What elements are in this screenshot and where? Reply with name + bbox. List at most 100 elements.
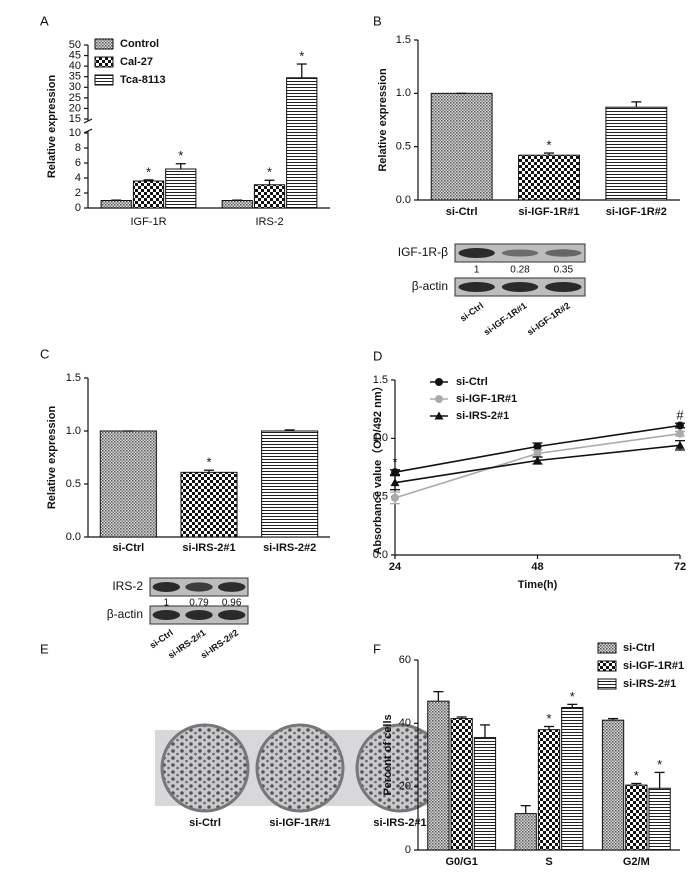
legend-label: si-IRS-2#1 <box>623 678 676 690</box>
y-tick-label: 0.0 <box>66 531 81 543</box>
y-tick-label: 40 <box>399 717 411 729</box>
y-tick-label: 0.0 <box>396 194 411 206</box>
panel-label: B <box>373 13 382 28</box>
legend-label: Control <box>120 38 159 50</box>
y-tick-label: 1.5 <box>396 34 411 46</box>
y-tick-label: 4 <box>75 172 81 184</box>
bar <box>605 106 668 201</box>
x-tick-label: G2/M <box>623 856 650 868</box>
y-tick-label: 1.0 <box>373 432 388 444</box>
significance-label: * <box>634 768 639 783</box>
bar <box>132 180 165 209</box>
y-tick-label: 60 <box>399 654 411 666</box>
significance-label: * <box>546 711 551 726</box>
significance-label: * <box>206 455 211 470</box>
bar <box>221 200 253 209</box>
blot-lane-label: si-IGF-1R#1 <box>482 300 529 337</box>
legend-swatch <box>597 642 617 654</box>
y-axis-label: Percent of cells <box>382 714 394 795</box>
y-tick-label: 20 <box>69 102 81 114</box>
x-tick-label: IRS-2 <box>255 216 283 228</box>
panel-label: D <box>373 348 382 363</box>
x-axis-label: Time(h) <box>518 579 558 591</box>
blot-lane-label: si-Ctrl <box>458 300 485 323</box>
legend-label: si-Ctrl <box>623 642 655 654</box>
legend-swatch <box>94 56 114 68</box>
blot-band <box>501 282 539 292</box>
blot-lane-label: si-Ctrl <box>148 627 175 650</box>
significance-label: * <box>657 757 662 772</box>
significance-label: * <box>267 165 272 180</box>
x-tick-label: si-IRS-2#2 <box>263 542 316 554</box>
y-tick-label: 10 <box>69 127 81 139</box>
panel-label: C <box>40 346 49 361</box>
bar <box>99 430 157 538</box>
y-tick-label: 45 <box>69 49 81 61</box>
y-axis-label: Relative expression <box>46 75 58 179</box>
marker <box>676 421 684 430</box>
y-tick-label: 6 <box>75 157 81 169</box>
y-tick-label: 0 <box>405 844 411 856</box>
bar <box>514 813 537 851</box>
blot-quantification: 0.28 <box>510 265 530 276</box>
marker <box>391 468 399 477</box>
marker <box>435 395 443 403</box>
colony-well <box>160 723 250 813</box>
blot-band <box>185 610 213 620</box>
axis-break <box>83 118 93 124</box>
blot-quantification: 1 <box>164 598 170 609</box>
x-tick-label: si-IRS-2#1 <box>182 542 235 554</box>
significance-label: * <box>146 164 151 179</box>
bar <box>180 471 238 538</box>
y-tick-label: 40 <box>69 60 81 72</box>
bar <box>518 154 580 201</box>
blot-band <box>217 582 246 592</box>
colony-well <box>255 723 345 813</box>
bar <box>648 787 671 851</box>
y-tick-label: 1.5 <box>373 374 388 386</box>
y-tick-label: 0.0 <box>373 549 388 561</box>
significance-label: * <box>392 454 397 469</box>
x-tick-label: 48 <box>531 561 543 573</box>
blot-row-label: IRS-2 <box>112 579 143 593</box>
blot-band <box>458 282 495 292</box>
marker <box>676 429 684 438</box>
blot-band <box>152 610 181 620</box>
y-tick-label: 1.5 <box>66 372 81 384</box>
bar <box>537 729 561 851</box>
bar <box>625 784 648 851</box>
blot-quantification: 0.35 <box>554 265 574 276</box>
bar <box>601 719 625 851</box>
marker <box>434 411 444 420</box>
y-tick-label: 30 <box>69 81 81 93</box>
bar <box>430 92 493 201</box>
legend-swatch <box>94 74 114 86</box>
y-tick-label: 25 <box>69 92 81 104</box>
legend-swatch <box>597 660 617 672</box>
significance-label: * <box>546 138 551 153</box>
y-tick-label: 20 <box>399 781 411 793</box>
bar <box>450 718 473 851</box>
y-tick-label: 15 <box>69 113 81 125</box>
panel-label: E <box>40 641 49 656</box>
significance-label: # <box>676 408 684 423</box>
bar <box>473 737 497 851</box>
bar <box>100 200 132 209</box>
y-tick-label: 35 <box>69 71 81 83</box>
blot-row-label: β-actin <box>107 607 143 621</box>
significance-label: * <box>570 689 575 704</box>
x-tick-label: si-IGF-1R#2 <box>606 206 667 218</box>
blot-band <box>458 248 495 258</box>
blot-row-label: IGF-1R-β <box>398 245 448 259</box>
bar <box>286 77 318 209</box>
legend-label: si-IRS-2#1 <box>456 410 509 422</box>
x-tick-label: si-Ctrl <box>112 542 144 554</box>
blot-band <box>545 249 582 257</box>
blot-band <box>152 582 181 592</box>
blot-lane-label: si-IGF-1R#2 <box>525 300 572 337</box>
blot-band <box>217 610 246 620</box>
bar <box>253 184 286 209</box>
x-tick-label: IGF-1R <box>130 216 166 228</box>
y-tick-label: 1.0 <box>396 87 411 99</box>
blot-row-label: β-actin <box>412 279 448 293</box>
